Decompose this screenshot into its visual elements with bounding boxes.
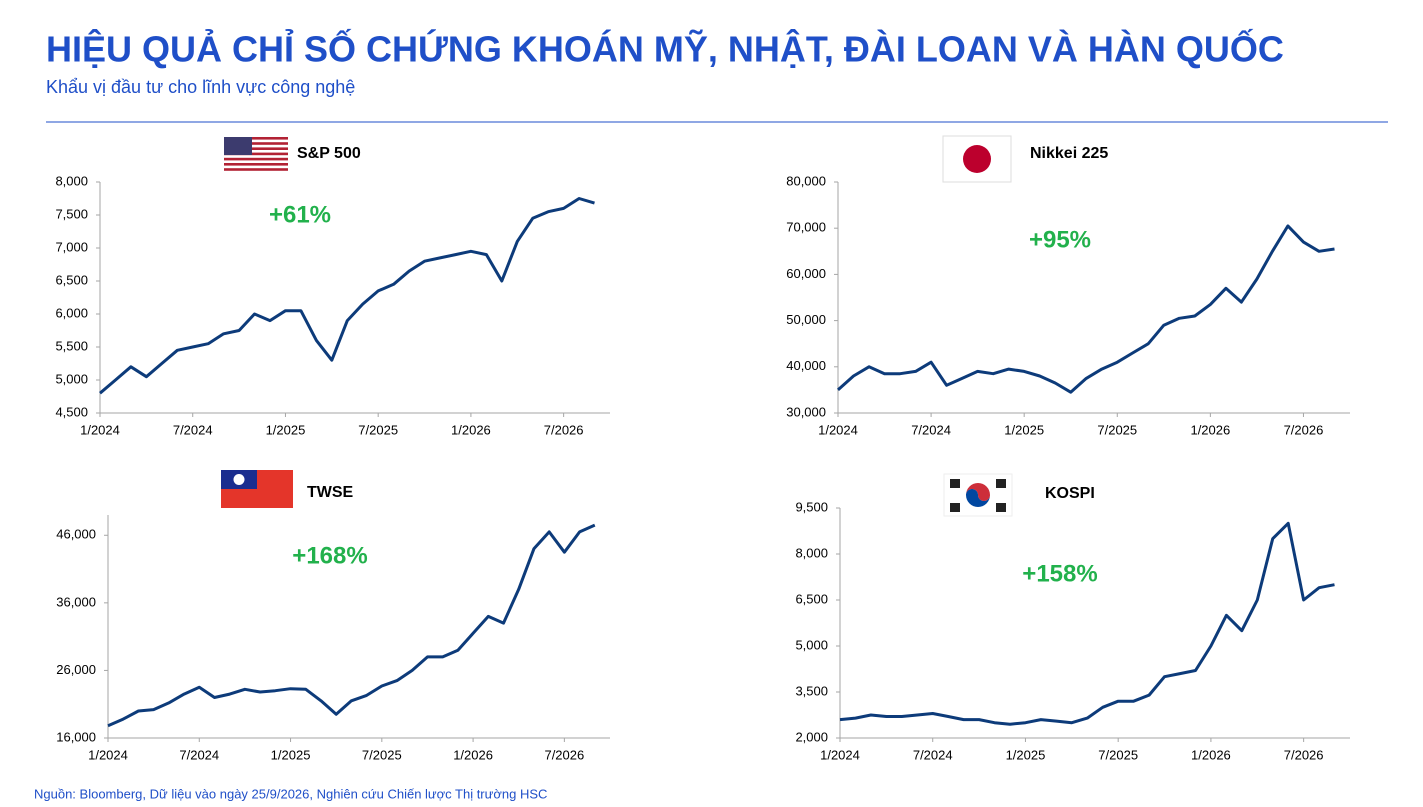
y-tick-label: 7,500 [55,206,88,221]
y-tick-label: 3,500 [795,683,828,698]
y-tick-label: 5,000 [55,371,88,386]
y-tick-label: 5,500 [55,338,88,353]
chart-title: S&P 500 [297,145,361,162]
change-annotation: +61% [269,201,331,228]
x-tick-label: 1/2026 [1191,747,1231,762]
us-flag [224,137,288,171]
x-tick-label: 7/2024 [913,747,953,762]
index-line [107,523,596,728]
chart-title: KOSPI [1045,485,1095,502]
page-subtitle: Khẩu vị đầu tư cho lĩnh vực công nghệ [46,77,355,97]
x-tick-label: 1/2025 [1004,422,1044,437]
y-tick-label: 30,000 [786,404,826,419]
change-annotation: +158% [1022,560,1097,587]
y-tick-label: 40,000 [786,358,826,373]
x-tick-label: 1/2024 [820,747,860,762]
page-title: HIỆU QUẢ CHỈ SỐ CHỨNG KHOÁN MỸ, NHẬT, ĐÀ… [46,28,1284,70]
y-tick-label: 2,000 [795,729,828,744]
y-tick-label: 6,000 [55,305,88,320]
y-tick-label: 7,000 [55,239,88,254]
x-tick-label: 7/2025 [1098,747,1138,762]
x-tick-label: 7/2024 [911,422,951,437]
x-tick-label: 1/2025 [271,747,311,762]
x-tick-label: 1/2024 [818,422,858,437]
y-tick-label: 6,500 [55,272,88,287]
x-tick-label: 1/2026 [453,747,493,762]
x-tick-label: 1/2026 [1190,422,1230,437]
x-tick-label: 7/2025 [1097,422,1137,437]
index-line [836,224,1335,394]
x-tick-label: 1/2024 [88,747,128,762]
y-tick-label: 8,000 [55,173,88,188]
y-tick-label: 50,000 [786,312,826,327]
y-tick-label: 16,000 [56,729,96,744]
y-tick-label: 5,000 [795,637,828,652]
x-tick-label: 1/2024 [80,422,120,437]
x-tick-label: 1/2025 [1006,747,1046,762]
x-tick-label: 1/2026 [451,422,491,437]
korea-flag [943,473,1013,517]
x-tick-label: 7/2026 [544,747,584,762]
x-tick-label: 7/2026 [544,422,584,437]
index-line [839,521,1335,726]
change-annotation: +95% [1029,226,1091,253]
x-tick-label: 7/2025 [358,422,398,437]
y-tick-label: 9,500 [795,499,828,514]
chart-title: TWSE [307,484,354,501]
y-tick-label: 46,000 [56,527,96,542]
x-tick-label: 7/2026 [1284,422,1324,437]
y-tick-label: 80,000 [786,173,826,188]
source-note: Nguồn: Bloomberg, Dữ liệu vào ngày 25/9/… [34,786,547,801]
taiwan-flag [221,470,293,508]
y-tick-label: 8,000 [795,545,828,560]
chart-title: Nikkei 225 [1030,145,1108,162]
y-tick-label: 36,000 [56,594,96,609]
x-tick-label: 7/2024 [179,747,219,762]
y-tick-label: 70,000 [786,220,826,235]
x-tick-label: 1/2025 [266,422,306,437]
change-annotation: +168% [292,542,367,569]
x-tick-label: 7/2024 [173,422,213,437]
y-tick-label: 4,500 [55,404,88,419]
y-tick-label: 60,000 [786,266,826,281]
y-tick-label: 26,000 [56,662,96,677]
index-line [99,197,595,395]
x-tick-label: 7/2025 [362,747,402,762]
y-tick-label: 6,500 [795,591,828,606]
japan-flag [942,135,1012,183]
x-tick-label: 7/2026 [1284,747,1324,762]
